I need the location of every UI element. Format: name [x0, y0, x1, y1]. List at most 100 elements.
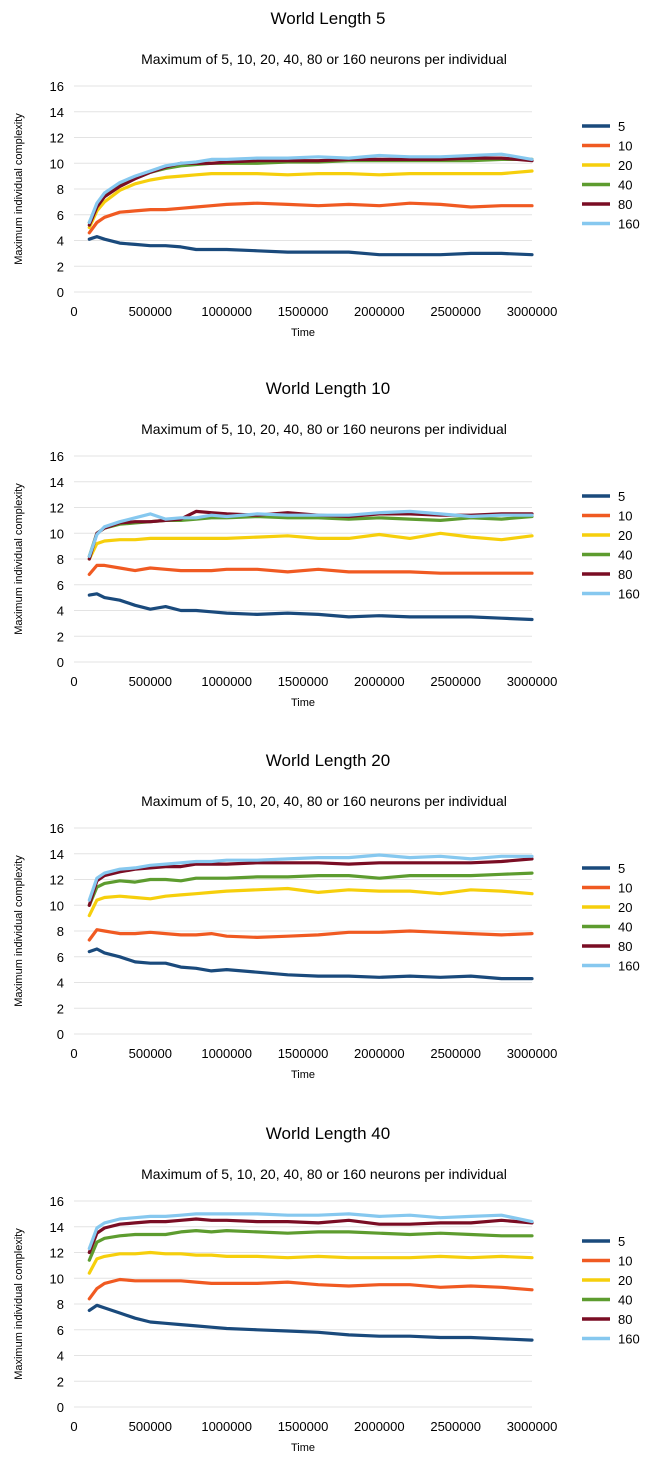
- y-tick-label: 0: [57, 655, 64, 670]
- y-tick-label: 14: [50, 1220, 64, 1235]
- x-tick-label: 2500000: [430, 1046, 481, 1061]
- x-tick-label: 3000000: [507, 1419, 558, 1434]
- chart-title: World Length 20: [266, 751, 390, 770]
- legend-label: 5: [618, 1234, 625, 1249]
- y-axis-label: Maximum individual complexity: [13, 855, 25, 1007]
- y-tick-label: 0: [57, 1400, 64, 1415]
- x-tick-label: 0: [70, 1419, 77, 1434]
- legend-label: 10: [618, 509, 632, 524]
- legend-label: 10: [618, 1254, 632, 1269]
- legend-label: 10: [618, 139, 632, 154]
- x-tick-label: 3000000: [507, 674, 558, 689]
- chart-title: World Length 5: [271, 9, 386, 28]
- x-tick-label: 2000000: [354, 1419, 405, 1434]
- x-tick-label: 1000000: [201, 1046, 252, 1061]
- chart-svg: World Length 20 Maximum of 5, 10, 20, 40,…: [13, 751, 640, 1081]
- series-line-5: [87, 592, 534, 622]
- series-line-10: [87, 201, 534, 235]
- legend-label: 20: [618, 158, 632, 173]
- y-axis-label: Maximum individual complexity: [13, 483, 25, 635]
- legend-label: 40: [618, 920, 632, 935]
- y-tick-label: 10: [50, 526, 64, 541]
- series-line-10: [87, 1277, 534, 1301]
- x-tick-label: 0: [70, 674, 77, 689]
- series-line-160: [87, 152, 534, 225]
- x-tick-label: 2500000: [430, 304, 481, 319]
- series-line-20: [87, 886, 534, 918]
- y-tick-label: 2: [57, 259, 64, 274]
- legend-label: 80: [618, 939, 632, 954]
- chart-title: World Length 40: [266, 1124, 390, 1143]
- series-line-160: [87, 1212, 534, 1251]
- series-line-40: [87, 1229, 534, 1262]
- y-tick-label: 12: [50, 131, 64, 146]
- legend-label: 40: [618, 548, 632, 563]
- series-line-10: [87, 563, 534, 576]
- y-tick-label: 16: [50, 79, 64, 94]
- y-tick-label: 4: [57, 604, 64, 619]
- x-axis-label: Time: [291, 1442, 315, 1454]
- x-tick-label: 1500000: [278, 674, 329, 689]
- legend-label: 5: [618, 119, 625, 134]
- x-tick-label: 500000: [129, 1419, 172, 1434]
- x-tick-label: 1000000: [201, 304, 252, 319]
- series-line-80: [87, 156, 534, 227]
- x-axis-label: Time: [291, 697, 315, 709]
- y-tick-label: 14: [50, 475, 64, 490]
- y-tick-label: 8: [57, 924, 64, 939]
- legend-label: 160: [618, 1332, 640, 1347]
- x-tick-label: 2500000: [430, 674, 481, 689]
- x-tick-label: 1500000: [278, 1419, 329, 1434]
- legend-label: 20: [618, 1273, 632, 1288]
- series-line-5: [87, 1303, 534, 1342]
- legend-label: 10: [618, 881, 632, 896]
- chart-panel-world-length-5: World Length 5 Maximum of 5, 10, 20, 40, …: [0, 0, 656, 360]
- legend-label: 160: [618, 217, 640, 232]
- legend-label: 20: [618, 528, 632, 543]
- y-axis-label: Maximum individual complexity: [13, 113, 25, 265]
- x-tick-label: 2000000: [354, 304, 405, 319]
- chart-subtitle: Maximum of 5, 10, 20, 40, 80 or 160 neur…: [141, 793, 507, 809]
- x-tick-label: 1500000: [278, 304, 329, 319]
- y-tick-label: 4: [57, 234, 64, 249]
- x-tick-label: 3000000: [507, 304, 558, 319]
- series-line-40: [87, 871, 534, 907]
- y-tick-label: 8: [57, 552, 64, 567]
- y-tick-label: 6: [57, 1323, 64, 1338]
- y-tick-label: 2: [57, 1374, 64, 1389]
- legend-label: 160: [618, 587, 640, 602]
- y-axis-label: Maximum individual complexity: [13, 1228, 25, 1380]
- y-tick-label: 16: [50, 449, 64, 464]
- y-tick-label: 0: [57, 285, 64, 300]
- series-line-80: [87, 857, 534, 907]
- y-tick-label: 14: [50, 847, 64, 862]
- chart-svg: World Length 40 Maximum of 5, 10, 20, 40,…: [13, 1124, 640, 1454]
- series-line-20: [87, 531, 534, 561]
- series-line-80: [87, 509, 534, 561]
- y-tick-label: 10: [50, 898, 64, 913]
- chart-panel-world-length-40: World Length 40 Maximum of 5, 10, 20, 40,…: [0, 1115, 656, 1475]
- legend-label: 20: [618, 900, 632, 915]
- legend-label: 5: [618, 489, 625, 504]
- y-tick-label: 6: [57, 208, 64, 223]
- y-tick-label: 16: [50, 1194, 64, 1209]
- y-tick-label: 4: [57, 1349, 64, 1364]
- y-tick-label: 12: [50, 501, 64, 516]
- legend-label: 80: [618, 1312, 632, 1327]
- series-line-160: [87, 853, 534, 902]
- series-line-20: [87, 169, 534, 230]
- y-tick-label: 2: [57, 629, 64, 644]
- x-tick-label: 1000000: [201, 1419, 252, 1434]
- series-line-5: [87, 947, 534, 981]
- chart-subtitle: Maximum of 5, 10, 20, 40, 80 or 160 neur…: [141, 1166, 507, 1182]
- chart-svg: World Length 10 Maximum of 5, 10, 20, 40,…: [13, 379, 640, 709]
- chart-title: World Length 10: [266, 379, 390, 398]
- legend-label: 40: [618, 178, 632, 193]
- chart-svg: World Length 5 Maximum of 5, 10, 20, 40, …: [13, 9, 640, 339]
- y-tick-label: 8: [57, 1297, 64, 1312]
- y-tick-label: 16: [50, 821, 64, 836]
- x-axis-label: Time: [291, 1069, 315, 1081]
- y-tick-label: 10: [50, 156, 64, 171]
- x-tick-label: 2500000: [430, 1419, 481, 1434]
- y-tick-label: 10: [50, 1271, 64, 1286]
